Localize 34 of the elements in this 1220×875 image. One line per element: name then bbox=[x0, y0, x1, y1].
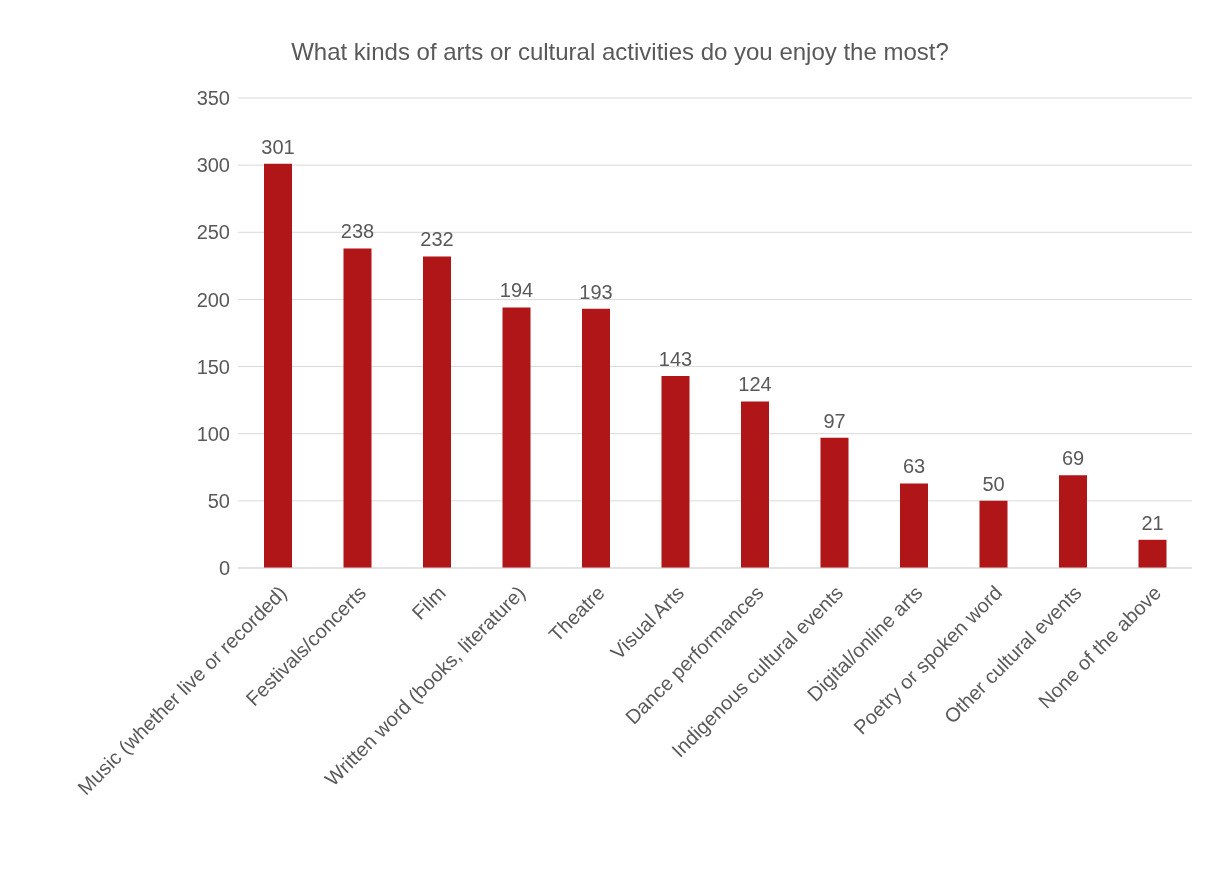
y-tick-label: 200 bbox=[196, 288, 230, 311]
data-label: 69 bbox=[1061, 447, 1085, 470]
y-tick-label: 350 bbox=[196, 87, 230, 110]
y-tick-label: 150 bbox=[196, 355, 230, 378]
data-label: 301 bbox=[261, 135, 295, 158]
bar bbox=[820, 437, 849, 568]
data-label: 21 bbox=[1141, 511, 1164, 534]
y-tick-label: 300 bbox=[196, 154, 230, 177]
bar bbox=[582, 308, 610, 568]
y-tick-label: 50 bbox=[207, 489, 230, 512]
y-tick-label: 250 bbox=[196, 221, 230, 244]
x-tick-label: Film bbox=[407, 581, 450, 624]
chart-title: What kinds of arts or cultural activities do you enjoy the most? bbox=[290, 37, 950, 67]
bar bbox=[1138, 539, 1167, 568]
y-tick-label: 0 bbox=[218, 557, 230, 580]
bar bbox=[979, 500, 1008, 568]
data-label: 194 bbox=[499, 279, 534, 302]
data-label: 232 bbox=[420, 228, 454, 251]
bar bbox=[264, 163, 292, 568]
data-label: 63 bbox=[902, 455, 926, 478]
data-label: 50 bbox=[982, 472, 1005, 495]
data-label: 193 bbox=[579, 280, 613, 303]
data-label: 143 bbox=[658, 347, 693, 370]
bar bbox=[423, 256, 451, 568]
bar bbox=[343, 248, 372, 568]
bar bbox=[741, 401, 769, 568]
y-tick-label: 100 bbox=[196, 422, 230, 445]
bar bbox=[661, 375, 690, 568]
bar bbox=[1059, 475, 1087, 568]
bar bbox=[502, 307, 531, 568]
bar bbox=[900, 483, 928, 568]
data-label: 124 bbox=[738, 373, 772, 396]
data-label: 97 bbox=[823, 409, 846, 432]
data-label: 238 bbox=[340, 220, 375, 243]
